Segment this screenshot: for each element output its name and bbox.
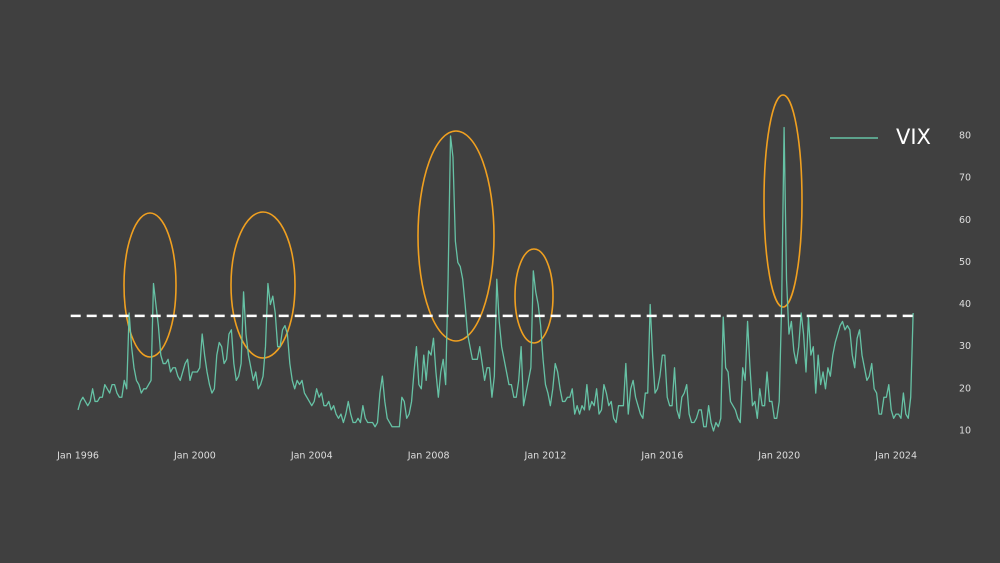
annotations bbox=[123, 94, 803, 359]
highlight-ellipse bbox=[514, 248, 554, 344]
y-tick-label: 60 bbox=[959, 215, 971, 226]
x-tick-label: Jan 2000 bbox=[173, 451, 216, 462]
highlight-ellipse bbox=[763, 94, 803, 308]
y-tick-label: 70 bbox=[959, 173, 971, 184]
y-tick-label: 50 bbox=[959, 257, 971, 268]
x-tick-label: Jan 2012 bbox=[524, 451, 567, 462]
y-tick-label: 10 bbox=[959, 425, 971, 436]
x-tick-label: Jan 2004 bbox=[290, 451, 333, 462]
x-tick-label: Jan 2020 bbox=[757, 451, 800, 462]
y-tick-label: 40 bbox=[959, 299, 971, 310]
legend-label: VIX bbox=[896, 125, 931, 149]
highlight-ellipse bbox=[123, 212, 177, 358]
x-tick-label: Jan 2024 bbox=[874, 451, 917, 462]
highlight-ellipse bbox=[417, 130, 495, 342]
x-tick-label: Jan 2016 bbox=[640, 451, 683, 462]
y-tick-label: 30 bbox=[959, 341, 971, 352]
highlight-ellipse bbox=[230, 211, 296, 359]
y-tick-label: 20 bbox=[959, 383, 971, 394]
y-tick-label: 80 bbox=[959, 131, 971, 142]
x-tick-label: Jan 1996 bbox=[56, 451, 99, 462]
x-tick-label: Jan 2008 bbox=[407, 451, 450, 462]
series-line bbox=[77, 126, 914, 432]
